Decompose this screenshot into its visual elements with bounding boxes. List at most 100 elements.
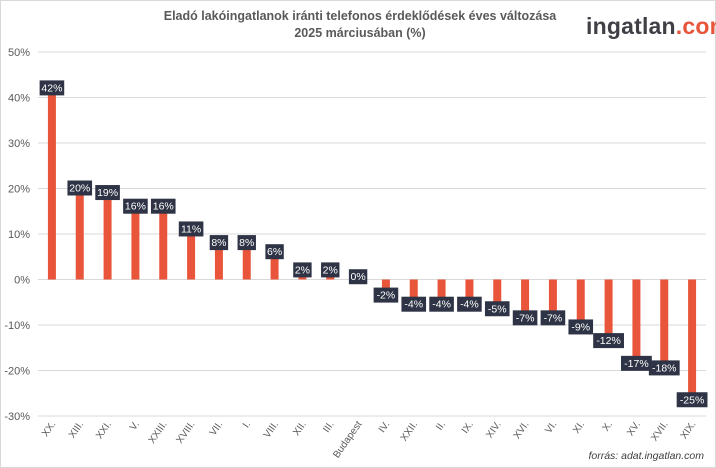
data-label-box: [621, 355, 652, 371]
y-tick-label: 0%: [14, 275, 30, 287]
data-label: -5%: [488, 303, 507, 315]
data-label-box: [373, 287, 399, 303]
y-tick-label: 20%: [8, 184, 30, 196]
x-tick-label: XIII.: [67, 419, 86, 440]
data-label-box: [95, 185, 120, 201]
brand-main: ingatlan: [586, 13, 676, 39]
data-label: -25%: [680, 394, 705, 406]
source-note: forrás: adat.ingatlan.com: [588, 450, 704, 462]
data-label-box: [429, 296, 454, 312]
x-tick-label: IV.: [377, 419, 392, 435]
bar: [47, 88, 56, 280]
data-label: 0%: [350, 271, 365, 283]
data-label: 2%: [323, 264, 338, 276]
data-label-box: [540, 310, 566, 326]
data-label: 42%: [41, 82, 62, 94]
data-label: -9%: [571, 321, 590, 333]
x-tick-label: XV.: [625, 419, 643, 438]
x-tick-label: IX.: [460, 419, 476, 435]
x-tick-label: XX.: [40, 419, 58, 439]
bar: [688, 279, 697, 394]
x-tick-label: I.: [241, 419, 253, 430]
data-label: 8%: [239, 237, 254, 249]
y-tick-label: -30%: [4, 411, 30, 423]
x-tick-label: V.: [128, 419, 142, 432]
bar: [103, 193, 112, 280]
data-label: -18%: [652, 362, 677, 374]
data-label: 20%: [69, 183, 90, 195]
data-label-box: [484, 301, 510, 317]
data-label-box: [648, 360, 680, 376]
bar: [548, 279, 557, 312]
y-tick-label: -10%: [4, 320, 30, 332]
data-label-box: [265, 244, 284, 260]
bar: [409, 279, 418, 298]
bar: [131, 206, 140, 280]
y-tick-label: 50%: [8, 47, 30, 59]
bar: [381, 279, 390, 289]
data-label: 6%: [267, 246, 282, 258]
x-tick-label: II.: [434, 419, 448, 432]
data-label-box: [67, 180, 93, 196]
data-label: -7%: [544, 312, 563, 324]
y-tick-label: 10%: [8, 229, 30, 241]
data-label: 16%: [125, 201, 146, 213]
data-label: -2%: [377, 290, 396, 302]
data-label: -4%: [404, 299, 423, 311]
data-label-box: [293, 262, 312, 278]
x-tick-label: Budapest: [331, 419, 364, 460]
x-tick-label: XII.: [291, 419, 309, 438]
data-label: 2%: [295, 264, 310, 276]
y-tick-label: -20%: [4, 366, 30, 378]
x-tick-label: XI.: [571, 419, 587, 435]
bar: [521, 279, 530, 312]
data-label: 16%: [153, 201, 174, 213]
data-label-box: [401, 296, 427, 312]
data-label-box: [123, 198, 148, 214]
data-label-box: [457, 296, 482, 312]
brand-logo: ingatlan.com: [586, 13, 716, 40]
data-label-box: [593, 333, 624, 349]
data-label-box: [209, 235, 229, 251]
chart-title-line1: Eladó lakóingatlanok iránti telefonos ér…: [163, 9, 557, 23]
data-label: -17%: [624, 358, 649, 370]
data-label-box: [237, 235, 256, 251]
data-label: -12%: [596, 335, 621, 347]
data-label-box: [39, 80, 65, 96]
bar: [187, 229, 196, 280]
x-tick-label: XXI.: [94, 419, 114, 441]
data-label-box: [348, 269, 368, 285]
bar: [75, 188, 84, 280]
bar: [159, 206, 168, 280]
data-label: -4%: [460, 299, 479, 311]
x-tick-label: XIX.: [679, 419, 699, 441]
brand-domain: .com: [675, 13, 716, 39]
x-tick-label: III.: [321, 419, 336, 434]
x-tick-label: XVI.: [512, 419, 532, 441]
data-label: 8%: [211, 237, 226, 249]
chart-title: Eladó lakóingatlanok iránti telefonos ér…: [150, 8, 570, 42]
data-label: -7%: [516, 312, 535, 324]
data-label-box: [512, 310, 538, 326]
bar: [604, 279, 613, 335]
data-label-box: [178, 221, 204, 237]
x-tick-label: XXIII.: [147, 419, 170, 445]
bar: [632, 279, 641, 357]
x-tick-label: XVIII.: [175, 419, 198, 445]
bar: [242, 243, 251, 280]
y-tick-label: 30%: [8, 138, 30, 150]
data-label-box: [150, 198, 176, 214]
data-label-box: [321, 262, 340, 278]
bar: [465, 279, 474, 298]
x-tick-label: X.: [601, 419, 615, 433]
x-tick-label: XIV.: [484, 419, 503, 440]
bar: [437, 279, 446, 298]
x-tick-label: VIII.: [262, 419, 281, 440]
x-tick-label: VI.: [543, 419, 559, 435]
data-label: -4%: [432, 299, 451, 311]
bar: [493, 279, 502, 303]
bar: [214, 243, 223, 280]
x-tick-label: XVII.: [649, 419, 670, 443]
x-tick-label: XXII.: [399, 419, 420, 443]
